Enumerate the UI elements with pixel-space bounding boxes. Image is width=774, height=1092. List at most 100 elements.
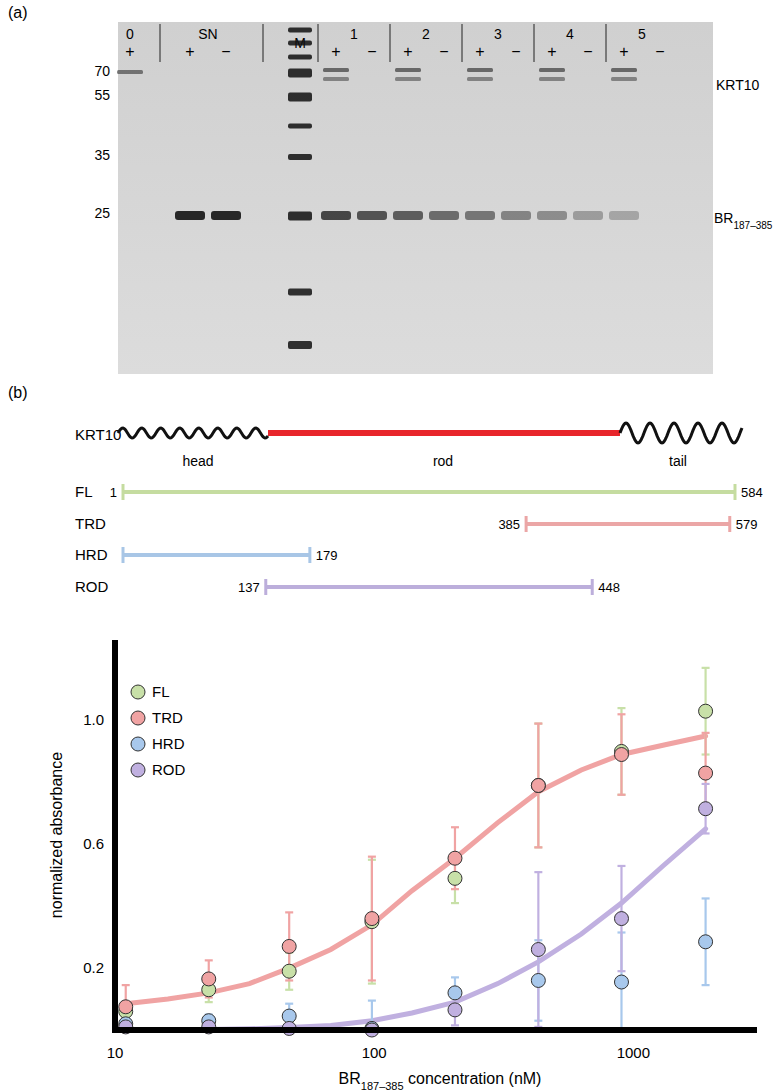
marker-band	[288, 154, 312, 160]
band	[323, 77, 349, 81]
x-tick	[115, 1030, 116, 1033]
error-cap	[451, 888, 459, 890]
legend-swatch	[131, 711, 145, 725]
lane-sign: +	[403, 43, 412, 60]
residue-label: 584	[741, 485, 763, 500]
lane-group-label: 0	[126, 26, 134, 42]
band	[611, 68, 637, 72]
error-cap	[617, 713, 625, 715]
mw-label: 55	[94, 87, 110, 103]
error-cap	[702, 984, 710, 986]
data-point	[699, 935, 713, 949]
construct-cap	[308, 547, 311, 563]
lane-sign: +	[547, 43, 556, 60]
panel-label: (b)	[8, 384, 28, 401]
error-cap	[205, 1001, 213, 1003]
y-axis	[112, 640, 118, 1033]
protein-label: KRT10	[75, 426, 121, 443]
lane-sign: −	[511, 43, 520, 60]
error-cap	[451, 902, 459, 904]
error-cap	[534, 846, 542, 848]
error-cap	[534, 871, 542, 873]
lane-sign: +	[125, 43, 134, 60]
construct-cap	[525, 516, 528, 532]
residue-label: 448	[598, 580, 620, 595]
error-cap	[617, 794, 625, 796]
lane-sign: −	[655, 43, 664, 60]
data-point	[202, 972, 216, 986]
mw-label: 35	[94, 147, 110, 163]
x-tick	[633, 1030, 634, 1033]
band-label: KRT10	[716, 77, 760, 93]
legend-swatch	[131, 763, 145, 777]
mw-label: 25	[94, 205, 110, 221]
lane-group-label: 1	[350, 26, 358, 42]
rod-domain	[268, 430, 620, 436]
gel-background	[118, 22, 713, 374]
data-point	[531, 778, 545, 792]
construct-cap	[264, 579, 267, 595]
data-point	[699, 704, 713, 718]
error-cap	[534, 722, 542, 724]
error-cap	[205, 959, 213, 961]
lane-separator	[160, 24, 161, 62]
domain-label: tail	[669, 453, 687, 469]
plot-lines	[122, 668, 710, 1030]
band	[321, 211, 351, 220]
error-cap	[617, 707, 625, 709]
data-point	[614, 912, 628, 926]
construct-name: HRD	[75, 546, 108, 563]
construct-name: FL	[75, 483, 93, 500]
residue-label: 385	[498, 517, 520, 532]
marker-band	[288, 341, 312, 349]
residue-label: 579	[736, 517, 758, 532]
subscript: 187–385	[733, 220, 772, 231]
band	[117, 70, 143, 74]
data-point	[531, 943, 545, 957]
tail-domain	[620, 423, 742, 443]
legend-label: FL	[152, 683, 170, 700]
y-tick	[112, 720, 115, 721]
error-cap	[617, 865, 625, 867]
y-tick-label: 0.6	[83, 835, 104, 852]
construct-cap	[734, 484, 737, 500]
y-axis-title: normalized absorbance	[48, 752, 65, 918]
band	[357, 211, 387, 220]
domain-label: rod	[433, 453, 453, 469]
band	[573, 211, 603, 220]
error-cap	[285, 989, 293, 991]
lane-sign: −	[439, 43, 448, 60]
data-point	[448, 871, 462, 885]
fit-curve	[126, 736, 706, 1004]
lane-separator	[462, 24, 463, 62]
y-tick	[112, 968, 115, 969]
lane-sign: −	[583, 43, 592, 60]
data-point	[282, 964, 296, 978]
band	[609, 211, 639, 220]
panel-label: (a)	[8, 4, 28, 21]
marker-band	[288, 212, 312, 221]
construct-cap	[122, 547, 125, 563]
construct-bar	[266, 585, 592, 589]
construct-name: TRD	[75, 515, 106, 532]
lane-sign: −	[367, 43, 376, 60]
error-cap	[368, 856, 376, 858]
text-part: concentration (nM)	[404, 1070, 542, 1087]
construct-bar	[123, 553, 310, 557]
lane-sign: +	[185, 43, 194, 60]
construct-bar	[123, 490, 735, 494]
band	[465, 211, 495, 220]
x-tick	[374, 1030, 375, 1033]
band	[467, 68, 493, 72]
error-cap	[285, 911, 293, 913]
error-cap	[617, 794, 625, 796]
band	[429, 211, 459, 220]
lane-group-label: SN	[198, 26, 217, 42]
error-cap	[702, 732, 710, 734]
data-point	[531, 778, 545, 792]
construct-cap	[122, 484, 125, 500]
data-point	[282, 939, 296, 953]
error-cap	[534, 846, 542, 848]
error-cap	[368, 982, 376, 984]
construct-bar	[526, 522, 730, 526]
